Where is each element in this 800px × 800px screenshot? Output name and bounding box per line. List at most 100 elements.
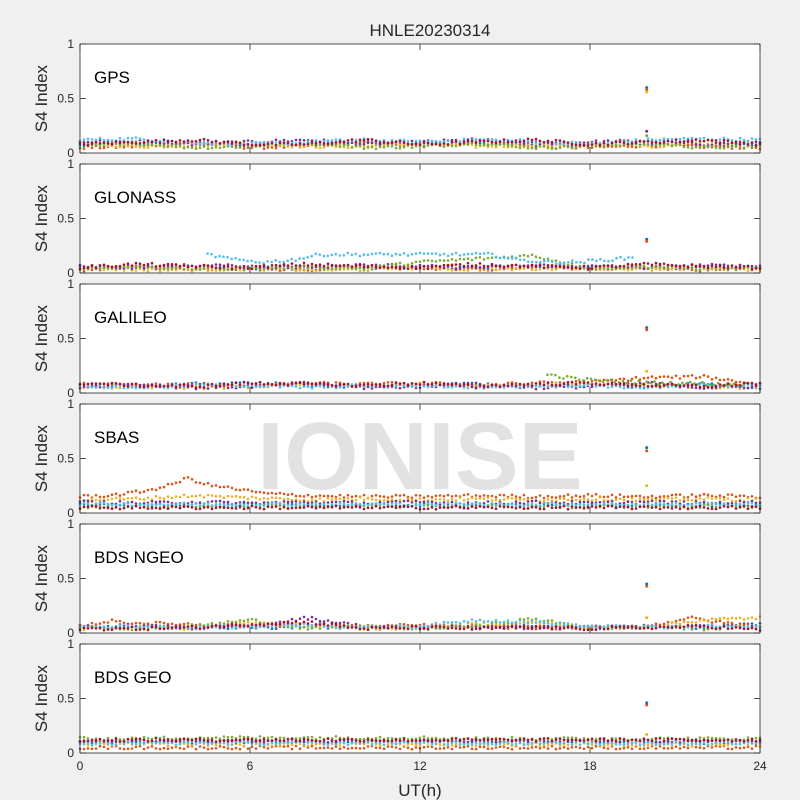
data-point <box>134 261 138 265</box>
data-point <box>262 262 265 265</box>
data-point <box>286 384 290 387</box>
data-point <box>750 501 754 505</box>
data-point <box>562 265 566 269</box>
data-point <box>470 502 474 505</box>
data-point <box>350 265 354 269</box>
data-point <box>674 493 678 496</box>
data-point <box>634 138 638 141</box>
data-point <box>546 504 550 508</box>
data-point <box>670 267 674 271</box>
data-point <box>614 383 618 386</box>
data-point <box>174 263 178 266</box>
data-point <box>626 495 630 499</box>
data-point <box>690 266 694 269</box>
data-point <box>570 502 574 506</box>
data-point <box>346 500 350 504</box>
data-point <box>358 144 362 148</box>
data-point <box>114 265 118 268</box>
data-point <box>646 137 650 140</box>
data-point <box>486 269 490 273</box>
data-point <box>250 386 254 390</box>
data-point <box>466 504 470 508</box>
data-point <box>234 143 238 147</box>
data-point <box>738 147 742 150</box>
data-point <box>186 384 190 387</box>
data-point <box>458 496 462 499</box>
data-point <box>334 504 338 508</box>
data-point <box>458 506 462 509</box>
data-point <box>422 504 426 507</box>
data-point <box>466 269 470 272</box>
data-point <box>698 383 702 386</box>
data-point <box>482 497 486 501</box>
spike-point <box>645 446 649 450</box>
data-point <box>370 383 374 387</box>
data-point <box>190 264 194 268</box>
data-point <box>114 145 118 148</box>
data-point <box>410 268 414 271</box>
data-point <box>542 507 546 511</box>
data-point <box>250 501 254 505</box>
data-point <box>698 143 702 147</box>
data-point <box>106 384 110 387</box>
data-point <box>594 382 598 385</box>
data-point <box>382 140 386 144</box>
data-point <box>214 384 218 388</box>
data-point <box>338 501 342 505</box>
data-point <box>166 482 170 486</box>
data-point <box>482 258 486 261</box>
data-point <box>378 385 382 389</box>
data-point <box>170 482 174 486</box>
data-point <box>414 494 418 497</box>
data-point <box>622 377 626 381</box>
data-point <box>542 266 546 270</box>
data-point <box>410 139 414 143</box>
data-point <box>134 489 138 493</box>
data-point <box>226 265 230 268</box>
data-point <box>674 141 678 144</box>
data-point <box>314 146 318 149</box>
data-point <box>646 376 650 380</box>
data-point <box>734 265 738 269</box>
data-point <box>422 381 426 384</box>
data-point <box>518 146 522 150</box>
data-point <box>746 264 750 268</box>
data-point <box>526 500 530 503</box>
data-point <box>550 268 554 272</box>
data-point <box>594 265 598 269</box>
data-point <box>294 500 298 503</box>
data-point <box>302 264 306 267</box>
data-point <box>629 379 633 383</box>
data-point <box>466 383 470 387</box>
data-point <box>206 383 210 387</box>
data-point <box>614 498 618 502</box>
data-point <box>478 502 482 505</box>
data-point <box>202 137 206 141</box>
data-point <box>518 385 522 389</box>
data-point <box>330 498 334 501</box>
data-point <box>170 504 174 508</box>
data-point <box>654 502 658 506</box>
data-point <box>162 503 166 507</box>
y-axis-label: S4 Index <box>32 424 51 492</box>
data-point <box>194 140 198 143</box>
data-point <box>318 141 322 144</box>
data-point <box>238 269 242 272</box>
data-point <box>606 139 610 142</box>
data-point <box>254 503 258 507</box>
data-point <box>250 141 254 144</box>
data-point <box>242 495 246 499</box>
data-point <box>534 499 538 502</box>
data-point <box>362 507 366 511</box>
data-point <box>262 385 266 388</box>
data-point <box>622 264 626 268</box>
data-point <box>722 498 726 502</box>
data-point <box>562 143 566 146</box>
data-point <box>178 144 182 147</box>
data-point <box>198 501 202 505</box>
data-point <box>418 260 422 264</box>
data-point <box>122 498 126 501</box>
data-point <box>638 144 642 148</box>
data-point <box>662 143 666 147</box>
data-point <box>714 507 718 511</box>
